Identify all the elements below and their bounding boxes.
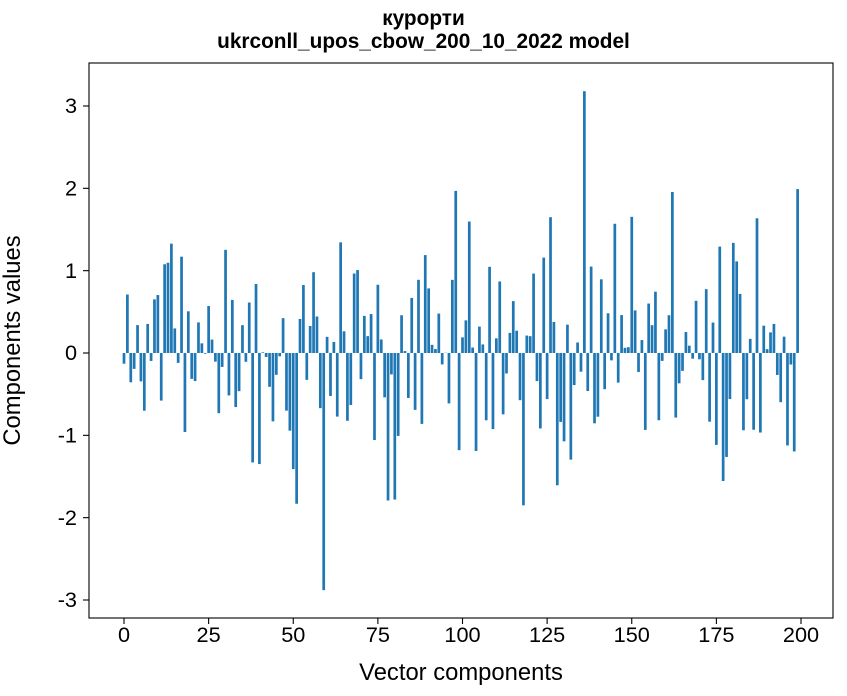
svg-text:3: 3: [65, 93, 77, 118]
svg-text:2: 2: [65, 176, 77, 201]
svg-text:125: 125: [529, 622, 565, 647]
svg-text:-3: -3: [58, 587, 77, 612]
svg-text:100: 100: [444, 622, 480, 647]
svg-text:200: 200: [783, 622, 819, 647]
svg-text:25: 25: [197, 622, 221, 647]
svg-text:1: 1: [65, 258, 77, 283]
svg-text:150: 150: [614, 622, 650, 647]
svg-text:0: 0: [118, 622, 130, 647]
svg-text:-1: -1: [58, 423, 77, 448]
svg-text:175: 175: [698, 622, 734, 647]
svg-text:-2: -2: [58, 505, 77, 530]
svg-text:50: 50: [281, 622, 305, 647]
svg-text:0: 0: [65, 340, 77, 365]
svg-text:Vector components: Vector components: [359, 659, 563, 686]
svg-text:Components values: Components values: [0, 235, 26, 445]
svg-text:75: 75: [366, 622, 390, 647]
